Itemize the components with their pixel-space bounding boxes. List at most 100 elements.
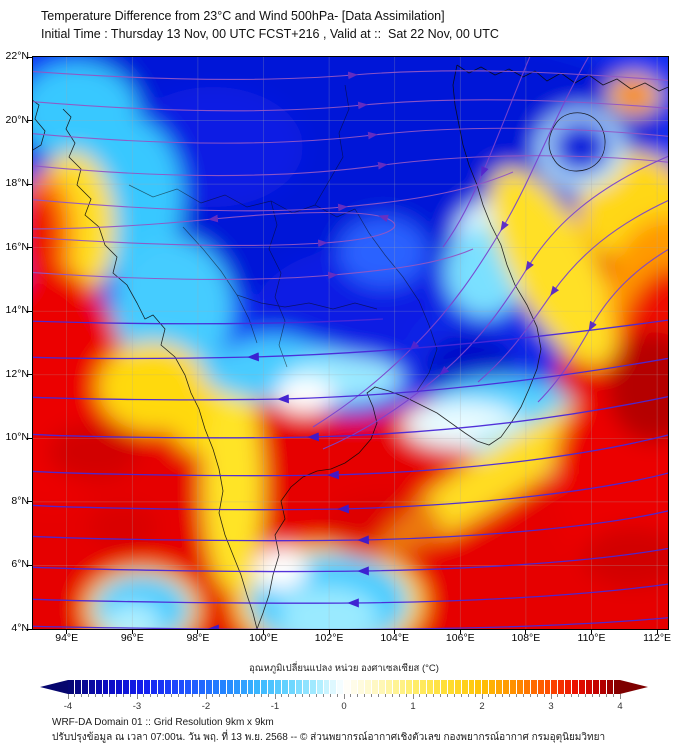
lat-label: 22°N <box>5 50 29 62</box>
lat-label: 8°N <box>11 494 29 507</box>
colorbar-tick <box>488 694 490 697</box>
colorbar-segment <box>496 680 503 694</box>
colorbar-tick <box>253 694 255 697</box>
colorbar-tick <box>164 694 166 697</box>
colorbar-segment <box>516 680 523 694</box>
colorbar-segment <box>413 680 420 694</box>
colorbar-segment <box>164 680 171 694</box>
colorbar-tick <box>129 694 131 697</box>
lon-tick <box>459 629 461 634</box>
colorbar-tick-label: 0 <box>341 701 347 712</box>
colorbar-segment <box>482 680 489 694</box>
colorbar-tick <box>516 694 517 697</box>
wind-streamlines <box>33 57 668 629</box>
lon-label: 94°E <box>55 632 79 644</box>
colorbar-tick <box>240 694 241 697</box>
colorbar-segment <box>74 680 81 694</box>
colorbar-tick <box>81 694 83 697</box>
lon-label: 104°E <box>380 632 410 644</box>
colorbar-segment <box>585 680 592 694</box>
colorbar-segment <box>468 680 475 694</box>
colorbar-tick <box>260 694 262 697</box>
colorbar-tick <box>557 694 559 697</box>
chart-header: Temperature Difference from 23°C and Win… <box>41 7 499 43</box>
colorbar-segment <box>268 680 275 694</box>
colorbar-tick <box>150 694 152 697</box>
colorbar-segment <box>551 680 558 694</box>
colorbar-tick-label: -3 <box>132 701 142 712</box>
colorbar-segment <box>68 680 74 694</box>
colorbar-tick <box>322 694 324 697</box>
lat-tick <box>27 247 32 249</box>
colorbar-segment <box>88 680 95 694</box>
temperature-field <box>33 57 668 629</box>
colorbar-tick <box>536 694 538 697</box>
lon-tick <box>197 629 199 634</box>
colorbar-tick <box>115 694 117 697</box>
colorbar-tick <box>212 694 214 697</box>
colorbar-segment <box>275 680 282 694</box>
lon-label: 100°E <box>249 632 278 644</box>
colorbar-tick <box>315 694 317 697</box>
colorbar-tick <box>177 694 179 697</box>
colorbar-segment <box>171 680 178 694</box>
colorbar-tick-labels: -4 -3 -2 -1 0 1 2 3 4 <box>40 700 648 712</box>
lat-label: 20°N <box>5 113 29 126</box>
colorbar-segment <box>199 680 206 694</box>
colorbar-tick <box>246 694 248 697</box>
colorbar-tick <box>88 694 90 697</box>
colorbar-tick <box>357 694 359 697</box>
colorbar-segment <box>434 680 440 694</box>
colorbar-tick <box>267 694 269 697</box>
colorbar-tick <box>336 694 338 697</box>
lon-label: 110°E <box>577 632 606 644</box>
colorbar-ticks <box>40 694 648 700</box>
lon-tick <box>525 629 527 634</box>
colorbar-tick <box>419 694 421 697</box>
colorbar-segment <box>309 680 316 694</box>
colorbar-segment <box>254 680 261 694</box>
colorbar-segment <box>592 680 599 694</box>
colorbar-segment <box>178 680 185 694</box>
lat-label: 12°N <box>5 367 29 380</box>
colorbar-tick-label: 2 <box>479 701 485 712</box>
colorbar-tick <box>543 694 545 697</box>
colorbar-tick <box>605 694 607 697</box>
colorbar-tick <box>578 694 580 697</box>
colorbar-segment <box>489 680 496 694</box>
lat-tick <box>27 628 32 630</box>
colorbar-tick <box>157 694 159 697</box>
colorbar-segment <box>81 680 88 694</box>
lon-label: 112°E <box>643 632 672 644</box>
colorbar-segment <box>109 680 116 694</box>
colorbar-tick <box>550 694 552 699</box>
colorbar-segment <box>364 680 371 694</box>
colorbar-segment <box>130 680 137 694</box>
colorbar-tick <box>509 694 511 697</box>
colorbar-tick <box>108 694 110 697</box>
colorbar-segment <box>510 680 516 694</box>
colorbar-segment <box>440 680 447 694</box>
colorbar-tick <box>371 694 373 697</box>
colorbar-segment <box>503 680 509 694</box>
colorbar-segment <box>226 680 233 694</box>
colorbar-tick <box>384 694 386 697</box>
colorbar: อุณหภูมิเปลี่ยนแปลง หน่วย องศาเซลเซียส (… <box>40 661 648 712</box>
colorbar-tick <box>591 694 593 697</box>
colorbar-segment <box>185 680 192 694</box>
colorbar-segment <box>102 680 109 694</box>
colorbar-segment <box>558 680 565 694</box>
colorbar-tick <box>467 694 469 697</box>
colorbar-segment <box>157 680 164 694</box>
colorbar-segment <box>461 680 468 694</box>
colorbar-tick <box>412 694 414 699</box>
colorbar-segment <box>565 680 572 694</box>
colorbar-segment <box>399 680 406 694</box>
colorbar-segment <box>219 680 226 694</box>
colorbar-tick <box>309 694 310 697</box>
colorbar-segment <box>613 680 620 694</box>
colorbar-label: อุณหภูมิเปลี่ยนแปลง หน่วย องศาเซลเซียส (… <box>249 663 439 674</box>
colorbar-segment <box>282 680 288 694</box>
colorbar-segment <box>454 680 461 694</box>
colorbar-segment <box>523 680 530 694</box>
